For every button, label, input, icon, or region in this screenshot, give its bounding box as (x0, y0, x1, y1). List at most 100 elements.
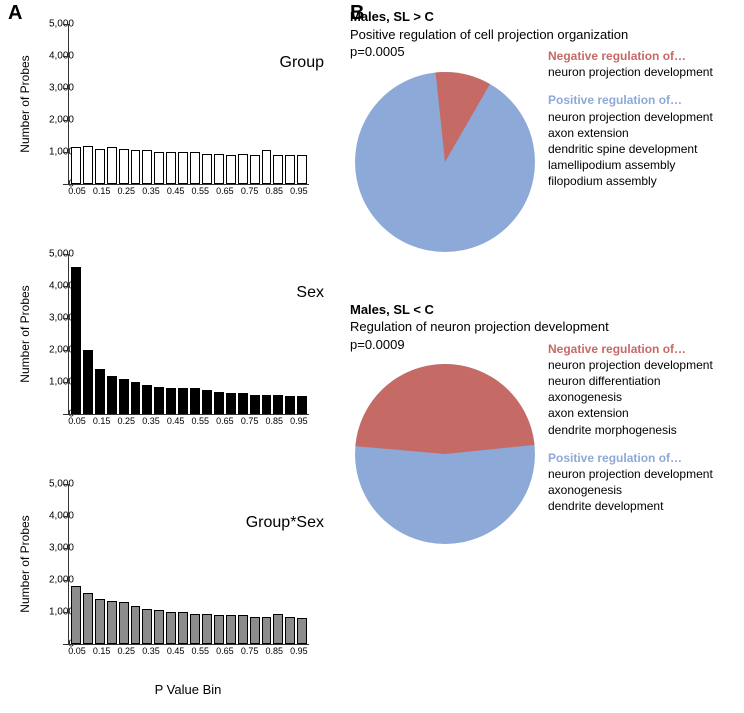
bars (69, 24, 309, 184)
bar (190, 152, 200, 184)
legend-pos-item: filopodium assembly (548, 173, 744, 189)
bar (238, 393, 248, 414)
bar (202, 154, 212, 184)
legend-pos-item: lamellipodium assembly (548, 157, 744, 173)
bar (154, 152, 164, 184)
bar (119, 602, 129, 644)
pie-column: Males, SL > C Positive regulation of cell… (350, 8, 744, 593)
pie-chart (350, 67, 540, 257)
histogram-title: Sex (296, 284, 324, 302)
bar (202, 614, 212, 644)
bar (214, 615, 224, 644)
pie-pvalue: p=0.0005 (350, 44, 405, 59)
bar (154, 610, 164, 644)
bar (71, 267, 81, 414)
bar (262, 617, 272, 644)
legend-pos-item: neuron projection development (548, 466, 744, 482)
bar (285, 617, 295, 644)
bar (273, 155, 283, 184)
bar (238, 154, 248, 184)
pie-legend: Negative regulation of…neuron projection… (548, 48, 744, 202)
bar (95, 599, 105, 644)
bar (95, 369, 105, 414)
bar (250, 155, 260, 184)
bar (190, 388, 200, 414)
bar (297, 396, 307, 414)
legend-pos-title: Positive regulation of… (548, 450, 744, 466)
bar (83, 350, 93, 414)
legend-pos-item: dendritic spine development (548, 141, 744, 157)
pie-svg-wrap (350, 67, 540, 257)
histogram-title: Group*Sex (246, 514, 324, 532)
pie-legend: Negative regulation of…neuron projection… (548, 341, 744, 527)
bar (238, 615, 248, 644)
bar (190, 614, 200, 644)
pie-block-1: Males, SL < C Regulation of neuron projec… (350, 301, 744, 550)
pie-pvalue: p=0.0009 (350, 337, 405, 352)
legend-neg-item: dendrite morphogenesis (548, 422, 744, 438)
plot-area (68, 484, 309, 645)
y-axis-label: Number of Probes (18, 24, 32, 184)
bar (178, 152, 188, 184)
bar (166, 612, 176, 644)
bar (214, 154, 224, 184)
xticks: 0.050.150.250.350.450.550.650.750.850.95 (68, 416, 308, 430)
bar (107, 147, 117, 184)
bar (154, 387, 164, 414)
bar (142, 609, 152, 644)
legend-neg-item: neuron differentiation (548, 373, 744, 389)
bar (107, 601, 117, 644)
pie-title-bold: Males, SL < C (350, 302, 434, 317)
xticks: 0.050.150.250.350.450.550.650.750.850.95 (68, 646, 308, 660)
histogram-sex: Number of Probes01,0002,0003,0004,0005,0… (20, 244, 320, 444)
bar (131, 150, 141, 184)
bar (166, 152, 176, 184)
bar (83, 593, 93, 644)
histogram-group-sex: Number of Probes01,0002,0003,0004,0005,0… (20, 474, 320, 674)
bar (273, 395, 283, 414)
pie-chart (350, 359, 540, 549)
legend-pos-item: axonogenesis (548, 482, 744, 498)
legend-neg-item: axon extension (548, 405, 744, 421)
pie-block-0: Males, SL > C Positive regulation of cell… (350, 8, 744, 257)
y-axis-label: Number of Probes (18, 484, 32, 644)
xticks: 0.050.150.250.350.450.550.650.750.850.95 (68, 186, 308, 200)
bar (178, 612, 188, 644)
pie-slice-negative (355, 364, 534, 454)
bar (250, 617, 260, 644)
legend-pos-title: Positive regulation of… (548, 92, 744, 108)
pie-subtitle: Regulation of neuron projection developm… (350, 319, 609, 334)
bars (69, 484, 309, 644)
legend-neg-item: neuron projection development (548, 357, 744, 373)
bar (83, 146, 93, 184)
pie-title-bold: Males, SL > C (350, 9, 434, 24)
y-axis-label: Number of Probes (18, 254, 32, 414)
bar (297, 618, 307, 644)
bar (226, 615, 236, 644)
bar (119, 149, 129, 184)
legend-neg-item: neuron projection development (548, 64, 744, 80)
legend-pos-item: axon extension (548, 125, 744, 141)
x-axis-label: P Value Bin (68, 682, 308, 697)
bar (71, 147, 81, 184)
bars (69, 254, 309, 414)
bar (166, 388, 176, 414)
bar (273, 614, 283, 644)
legend-neg-item: axonogenesis (548, 389, 744, 405)
bar (142, 385, 152, 414)
plot-area (68, 24, 309, 185)
bar (119, 379, 129, 414)
histogram-column: Number of Probes01,0002,0003,0004,0005,0… (20, 6, 340, 697)
legend-pos-item: dendrite development (548, 498, 744, 514)
pie-svg-wrap (350, 359, 540, 549)
pie-subtitle: Positive regulation of cell projection o… (350, 27, 628, 42)
bar (107, 376, 117, 414)
legend-neg-title: Negative regulation of… (548, 341, 744, 357)
plot-area (68, 254, 309, 415)
bar (226, 155, 236, 184)
bar (202, 390, 212, 414)
legend-neg-title: Negative regulation of… (548, 48, 744, 64)
histogram-title: Group (280, 54, 324, 72)
bar (131, 382, 141, 414)
bar (262, 395, 272, 414)
